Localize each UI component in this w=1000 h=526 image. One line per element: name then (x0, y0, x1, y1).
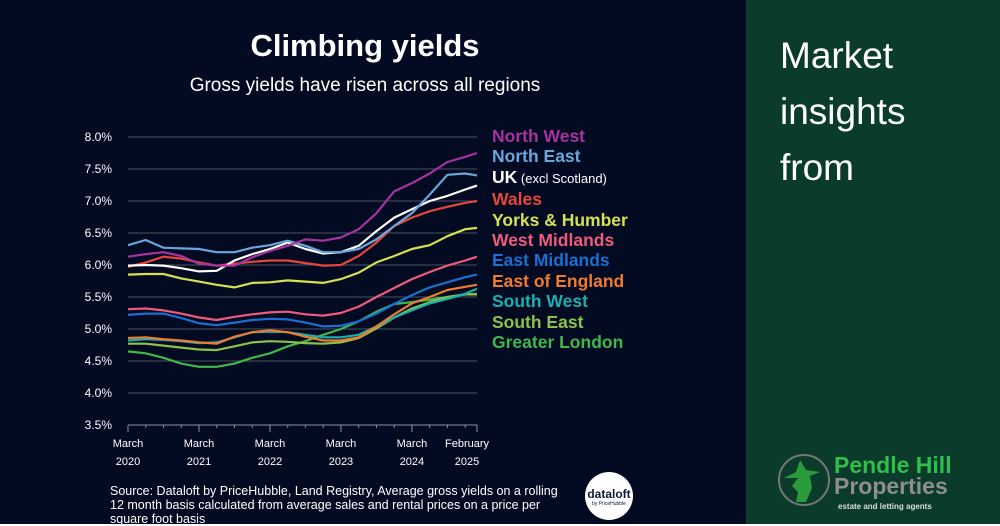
y-tick-label: 4.5% (85, 354, 113, 368)
heading-line: from (780, 147, 854, 188)
dataloft-logo-tag: by PriceHubble (592, 501, 626, 507)
legend-entry: West Midlands (492, 230, 628, 250)
series-line-north-west (127, 151, 478, 267)
x-tick-year: 2020 (116, 456, 140, 468)
y-tick-label: 7.5% (85, 162, 113, 176)
legend-label: North West (492, 126, 586, 146)
legend-entry: Wales (492, 189, 628, 209)
legend-entry: East of England (492, 271, 628, 291)
y-tick-label: 6.5% (85, 226, 113, 240)
legend-label: West Midlands (492, 230, 615, 251)
legend-entry: Greater London (492, 332, 628, 352)
line-chart: 8.0% 7.5% 7.0% 6.5% 6.0% 5.5% 5.0% 4.5% 4.0% 3.5%… (85, 130, 490, 468)
pendle-hill-logo: Pendle Hill Properties estate and lettin… (776, 450, 996, 520)
source-note: Source: Dataloft by PriceHubble, Land Re… (110, 484, 558, 526)
heading-line: insights (780, 91, 906, 132)
chart-panel: Climbing yields Gross yields have risen … (0, 0, 746, 526)
legend-label: South East (492, 311, 584, 332)
series-line-south-east (128, 293, 477, 352)
brand-name-line2: Properties (834, 473, 948, 499)
legend-label: Yorks & Humber (492, 209, 628, 230)
chart-legend: North West North East UK (excl Scotland) Wa… (492, 126, 628, 352)
witch-emblem-icon (778, 454, 830, 506)
x-tick-year: 2022 (258, 456, 282, 468)
brand-tagline: estate and letting agents (838, 502, 932, 511)
legend-label: East of England (492, 270, 625, 291)
legend-label: Wales (492, 189, 542, 210)
legend-label: South West (492, 291, 588, 312)
market-insights-heading: Market insights from (780, 28, 905, 196)
legend-note: (excl Scotland) (517, 170, 607, 186)
x-tick-year: 2021 (187, 456, 211, 468)
legend-entry: Yorks & Humber (492, 210, 628, 230)
legend-entry: East Midlands (492, 250, 628, 270)
chart-subtitle: Gross yields have risen across all regio… (189, 75, 541, 96)
brand-name-line1: Pendle Hill (834, 452, 952, 478)
chart-title: Climbing yields (250, 28, 480, 63)
series-line-wales (127, 199, 478, 268)
y-tick-label: 5.0% (85, 322, 113, 336)
dataloft-logo-name: dataloft (587, 487, 631, 501)
x-tick-year: 2025 (455, 456, 479, 468)
legend-label: East Midlands (492, 250, 610, 271)
x-tick-month: February (445, 438, 490, 450)
series-line-east-of-england (127, 283, 478, 345)
side-panel: Market insights from Pendle Hill Propert… (746, 0, 1000, 524)
y-tick-label: 5.5% (85, 290, 113, 304)
y-tick-label: 6.0% (85, 258, 113, 272)
series-line-east-midlands (127, 273, 478, 328)
y-tick-label: 4.0% (85, 386, 113, 400)
legend-entry: North East (492, 146, 628, 166)
y-tick-label: 8.0% (85, 130, 113, 144)
series-line-north-east (127, 172, 478, 254)
x-tick-year: 2024 (400, 456, 424, 468)
series-line-yorks-humber (127, 226, 478, 289)
legend-entry: North West (492, 126, 628, 146)
legend-entry: UK (excl Scotland) (492, 167, 628, 189)
x-tick-month: March (397, 438, 428, 450)
series-line-greater-london (127, 292, 478, 368)
heading-line: Market (780, 35, 894, 76)
series-line-uk (127, 184, 478, 273)
legend-label: Greater London (492, 332, 624, 353)
legend-label: North East (492, 146, 581, 167)
legend-entry: South West (492, 291, 628, 311)
x-tick-month: March (255, 438, 286, 450)
x-tick-month: March (113, 438, 144, 450)
x-tick-year: 2023 (329, 456, 353, 468)
legend-label: UK (492, 166, 518, 187)
y-tick-label: 7.0% (85, 194, 113, 208)
series-line-west-midlands (127, 255, 478, 322)
x-tick-month: March (326, 438, 357, 450)
dataloft-logo: dataloft by PriceHubble (585, 472, 633, 520)
legend-entry: South East (492, 312, 628, 332)
x-tick-month: March (184, 438, 215, 450)
y-tick-label: 3.5% (85, 418, 113, 432)
